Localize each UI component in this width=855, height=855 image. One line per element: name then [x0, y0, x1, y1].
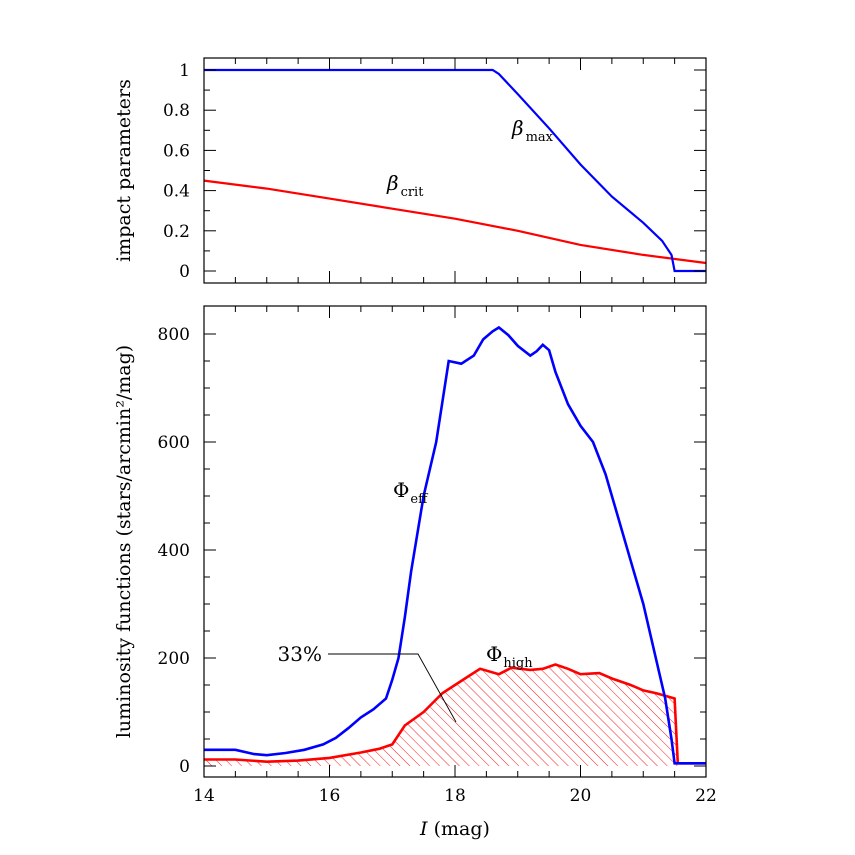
phi-eff-subscript: eff	[410, 492, 429, 507]
x-tick-label: 16	[319, 786, 341, 806]
x-tick-label: 20	[570, 786, 592, 806]
beta-crit-subscript: crit	[401, 185, 425, 200]
beta-max-symbol: β	[511, 116, 524, 140]
x-axis-label-unit: (mag)	[428, 818, 490, 840]
bottom-panel-luminosity-functions: 0 200 400 600 800 14 16 18 20 22 luminosity funct…	[113, 305, 717, 840]
x-tick-label: 18	[444, 786, 466, 806]
hatched-area-phi-high	[204, 664, 678, 766]
top-y-tick-label: 0.6	[163, 141, 190, 161]
beta-max-annotation: β max	[511, 116, 554, 145]
series-line-phi-high	[204, 663, 706, 765]
beta-crit-symbol: β	[386, 171, 399, 195]
x-tick-label: 22	[695, 786, 717, 806]
beta-max-subscript: max	[526, 130, 554, 145]
top-y-tick-label: 0.4	[163, 182, 190, 202]
x-axis-label-symbol: I	[419, 818, 428, 840]
series-line-beta-max	[204, 68, 706, 273]
percent-annotation-pointer	[328, 653, 457, 723]
phi-high-symbol: Φ	[486, 642, 502, 666]
top-y-tick-label: 0.2	[163, 222, 190, 242]
x-tick-label: 14	[193, 786, 215, 806]
top-y-axis-label: impact parameters	[113, 79, 135, 262]
bottom-y-axis-label: luminosity functions (stars/arcmin²/mag)	[113, 345, 135, 738]
beta-crit-annotation: β crit	[386, 171, 424, 200]
phi-high-annotation: Φhigh	[486, 642, 533, 671]
series-line-beta-crit	[203, 179, 707, 265]
phi-eff-symbol: Φ	[393, 478, 409, 502]
bottom-y-tick-label: 800	[158, 325, 190, 345]
phi-high-subscript: high	[503, 656, 533, 671]
percent-annotation: 33%	[278, 642, 322, 666]
x-axis-label: I (mag)	[419, 818, 490, 840]
top-y-tick-label: 0	[179, 262, 190, 282]
top-y-tick-label: 1	[179, 61, 190, 81]
series-line-phi-eff	[204, 325, 706, 765]
bottom-y-tick-label: 600	[158, 433, 190, 453]
top-y-tick-label: 0.8	[163, 101, 190, 121]
bottom-y-tick-label: 200	[158, 649, 190, 669]
bottom-y-tick-label: 0	[179, 757, 190, 777]
bottom-y-tick-label: 400	[158, 541, 190, 561]
phi-eff-annotation: Φeff	[393, 478, 429, 507]
top-panel-frame	[203, 57, 707, 284]
